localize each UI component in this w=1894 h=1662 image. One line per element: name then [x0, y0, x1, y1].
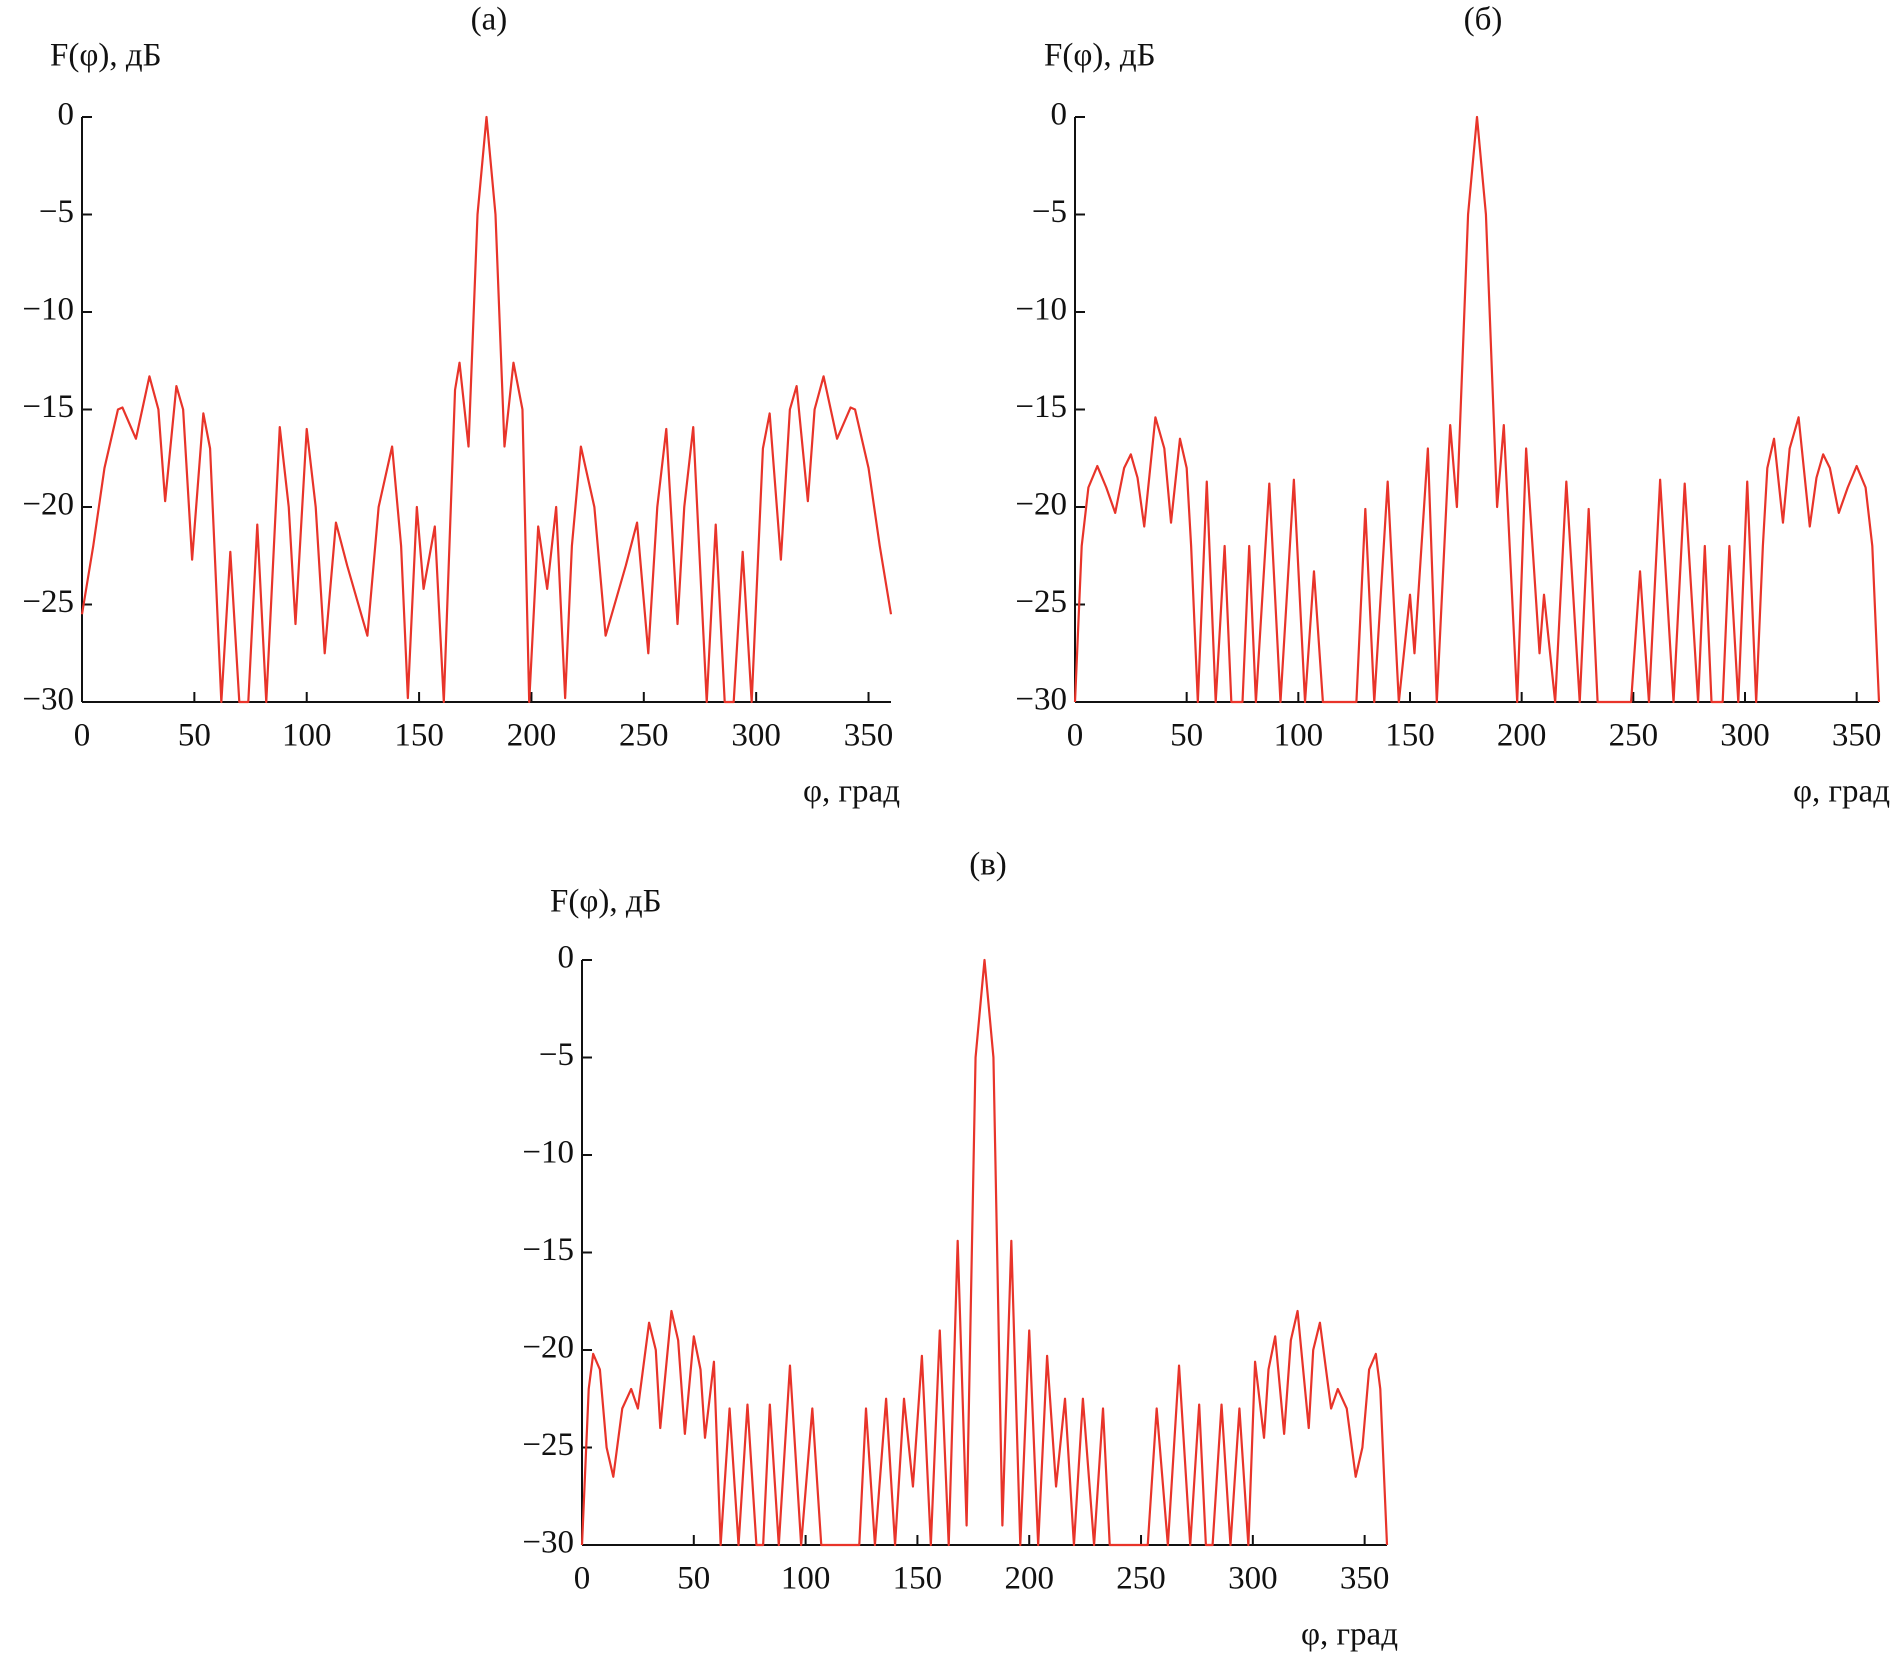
- y-tick-label: 0: [58, 97, 75, 133]
- line-series: [1073, 115, 1881, 704]
- x-tick-label: 200: [1004, 1561, 1054, 1597]
- x-tick-label: 150: [893, 1561, 943, 1597]
- x-tick-label: 300: [1228, 1561, 1278, 1597]
- line-series: [80, 115, 893, 704]
- x-tick-label: 250: [619, 718, 669, 754]
- x-tick-label: 0: [574, 1561, 591, 1597]
- y-tick-label: −20: [1015, 487, 1067, 523]
- y-tick-label: −25: [1015, 584, 1067, 620]
- x-tick-label: 350: [844, 718, 894, 754]
- x-tick-label: 350: [1832, 718, 1882, 754]
- y-tick-label: −10: [1015, 292, 1067, 328]
- x-tick-label: 300: [1720, 718, 1770, 754]
- x-tick-label: 0: [1067, 718, 1084, 754]
- x-tick-label: 100: [781, 1561, 831, 1597]
- x-tick-label: 50: [178, 718, 211, 754]
- y-tick-label: −20: [22, 487, 74, 523]
- chart-title: (в): [969, 847, 1007, 883]
- y-tick-label: −15: [522, 1232, 574, 1268]
- x-tick-label: 150: [1385, 718, 1435, 754]
- x-tick-label: 100: [282, 718, 332, 754]
- x-tick-label: 0: [74, 718, 91, 754]
- chart-title: (б): [1464, 2, 1503, 38]
- y-tick-label: −25: [22, 584, 74, 620]
- x-tick-label: 250: [1116, 1561, 1166, 1597]
- chart-title: (а): [471, 2, 508, 38]
- x-tick-label: 50: [1170, 718, 1203, 754]
- line-series: [580, 958, 1389, 1547]
- y-axis-label: F(φ), дБ: [1044, 38, 1156, 74]
- y-tick-label: −5: [39, 194, 74, 230]
- x-tick-label: 100: [1274, 718, 1324, 754]
- x-tick-label: 350: [1340, 1561, 1390, 1597]
- x-tick-label: 150: [394, 718, 444, 754]
- x-axis-label: φ, град: [803, 774, 900, 810]
- y-tick-label: −20: [522, 1330, 574, 1366]
- y-tick-label: 0: [558, 940, 575, 976]
- x-axis-label: φ, град: [1793, 774, 1890, 810]
- x-tick-label: 50: [677, 1561, 710, 1597]
- y-tick-label: −5: [1032, 194, 1067, 230]
- y-axis-label: F(φ), дБ: [50, 38, 162, 74]
- x-tick-label: 300: [731, 718, 781, 754]
- y-tick-label: −10: [522, 1135, 574, 1171]
- y-tick-label: −30: [22, 682, 74, 718]
- y-tick-label: −30: [522, 1525, 574, 1561]
- y-tick-label: −30: [1015, 682, 1067, 718]
- y-tick-label: −15: [1015, 389, 1067, 425]
- y-tick-label: −10: [22, 292, 74, 328]
- y-tick-label: 0: [1051, 97, 1068, 133]
- y-tick-label: −5: [539, 1037, 574, 1073]
- y-axis-label: F(φ), дБ: [550, 884, 662, 920]
- x-tick-label: 250: [1609, 718, 1659, 754]
- y-tick-label: −25: [522, 1427, 574, 1463]
- y-tick-label: −15: [22, 389, 74, 425]
- x-axis-label: φ, град: [1301, 1617, 1398, 1653]
- x-tick-label: 200: [507, 718, 557, 754]
- x-tick-label: 200: [1497, 718, 1547, 754]
